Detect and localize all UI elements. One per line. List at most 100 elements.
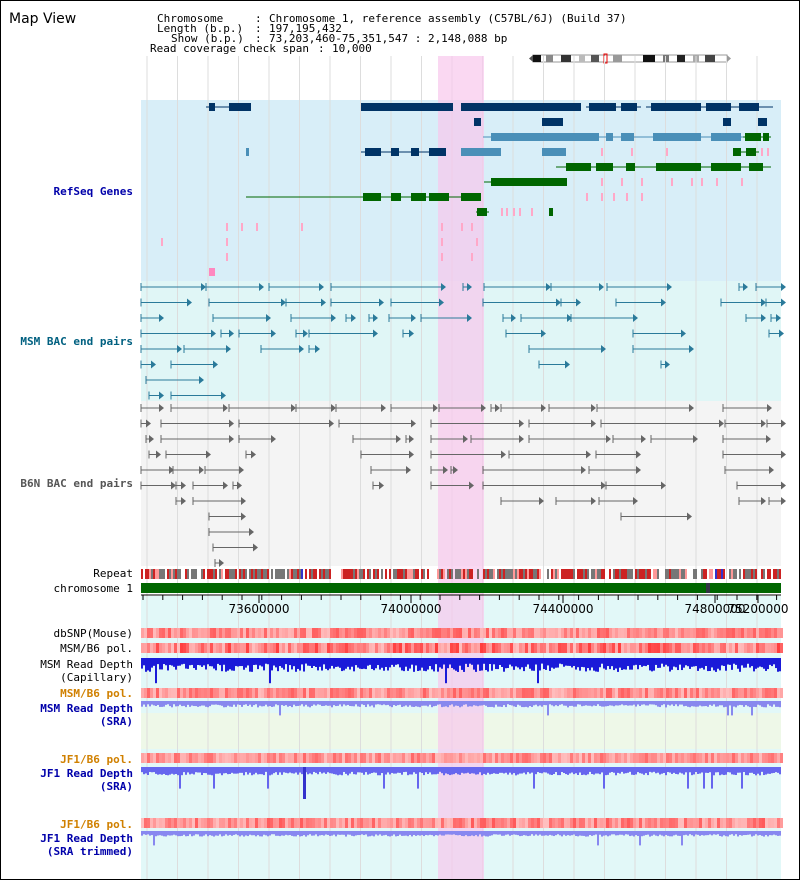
- depth-bar: [291, 767, 293, 774]
- heat-cell: [561, 818, 564, 828]
- depth-bar: [377, 658, 379, 666]
- depth-bar: [195, 831, 197, 835]
- heat-cell: [462, 628, 465, 638]
- depth-bar: [357, 831, 359, 836]
- depth-bar: [631, 658, 633, 670]
- heat-cell: [564, 628, 567, 638]
- heat-cell: [675, 628, 678, 638]
- gene-tick: [471, 223, 473, 231]
- depth-bar: [173, 658, 175, 667]
- heat-cell: [486, 688, 489, 698]
- depth-bar: [701, 767, 703, 773]
- depth-bar: [719, 767, 721, 776]
- depth-bar: [191, 767, 193, 774]
- heat-cell: [399, 643, 402, 653]
- msm-bac-pair-arrow: [576, 298, 581, 307]
- depth-bar: [775, 767, 777, 773]
- heat-cell: [594, 628, 597, 638]
- depth-bar: [649, 831, 651, 837]
- depth-bar: [513, 658, 515, 670]
- depth-bar: [373, 701, 375, 708]
- repeat-block: [733, 569, 735, 579]
- depth-bar: [465, 701, 467, 705]
- depth-bar: [505, 831, 507, 835]
- repeat-block: [167, 569, 169, 579]
- depth-bar: [215, 658, 217, 671]
- depth-bar: [259, 767, 261, 775]
- repeat-block: [141, 569, 143, 579]
- depth-bar: [581, 658, 583, 667]
- heat-cell: [459, 753, 462, 763]
- heat-cell: [315, 753, 318, 763]
- heat-cell: [636, 688, 639, 698]
- heat-cell: [228, 628, 231, 638]
- depth-bar: [521, 767, 523, 774]
- depth-bar: [367, 831, 369, 837]
- depth-bar: [617, 767, 619, 773]
- heat-cell: [441, 643, 444, 653]
- depth-bar: [239, 767, 241, 773]
- gene-tick: [631, 148, 633, 156]
- repeat-block: [407, 569, 409, 579]
- repeat-block: [173, 569, 175, 579]
- heat-cell: [225, 628, 228, 638]
- heat-cell: [408, 818, 411, 828]
- gene-tick: [671, 178, 673, 186]
- depth-bar: [489, 831, 491, 836]
- depth-bar: [587, 658, 589, 669]
- depth-bar: [331, 701, 333, 708]
- heat-cell: [156, 628, 159, 638]
- depth-bar: [729, 658, 731, 665]
- heat-cell: [381, 818, 384, 828]
- depth-bar: [663, 701, 665, 705]
- depth-bar: [527, 701, 529, 708]
- depth-bar: [317, 658, 319, 671]
- msm-bac-pair-arrow: [761, 298, 766, 307]
- b6n-bac-pair-arrow: [291, 404, 296, 412]
- depth-bar: [245, 767, 247, 773]
- heat-cell: [228, 643, 231, 653]
- heat-cell: [297, 688, 300, 698]
- depth-bar: [753, 767, 755, 774]
- depth-bar: [335, 658, 337, 667]
- depth-bar: [345, 831, 347, 837]
- repeat-block: [437, 569, 439, 579]
- b6n-bac-pair-arrow: [329, 419, 334, 428]
- depth-bar: [401, 701, 403, 707]
- heat-cell: [585, 628, 588, 638]
- depth-bar: [777, 767, 779, 773]
- heat-cell: [375, 643, 378, 653]
- heat-cell: [246, 628, 249, 638]
- b6n-bac-pair-arrow: [463, 435, 468, 443]
- depth-bar: [477, 701, 479, 707]
- depth-bar: [629, 701, 631, 706]
- heat-cell: [516, 753, 519, 763]
- heat-cell: [753, 753, 756, 763]
- depth-bar: [479, 831, 481, 835]
- depth-bar: [395, 831, 397, 837]
- depth-bar: [469, 831, 471, 837]
- heat-cell: [723, 628, 726, 638]
- depth-bar: [267, 831, 269, 837]
- gene-tick: [501, 208, 503, 216]
- heat-cell: [279, 688, 282, 698]
- heat-cell: [525, 818, 528, 828]
- depth-bar: [533, 701, 535, 706]
- depth-bar: [263, 767, 265, 776]
- depth-bar: [751, 831, 753, 837]
- heat-cell: [270, 753, 273, 763]
- depth-bar: [525, 767, 527, 775]
- depth-bar: [291, 831, 293, 836]
- depth-bar: [347, 831, 349, 835]
- heat-cell: [339, 753, 342, 763]
- heat-cell: [342, 628, 345, 638]
- repeat-block: [729, 569, 731, 579]
- depth-bar: [671, 701, 673, 705]
- depth-bar: [225, 701, 227, 708]
- depth-bar: [411, 658, 413, 665]
- depth-bar: [497, 701, 499, 707]
- heat-cell: [732, 753, 735, 763]
- depth-bar: [517, 767, 519, 775]
- depth-bar: [747, 701, 749, 707]
